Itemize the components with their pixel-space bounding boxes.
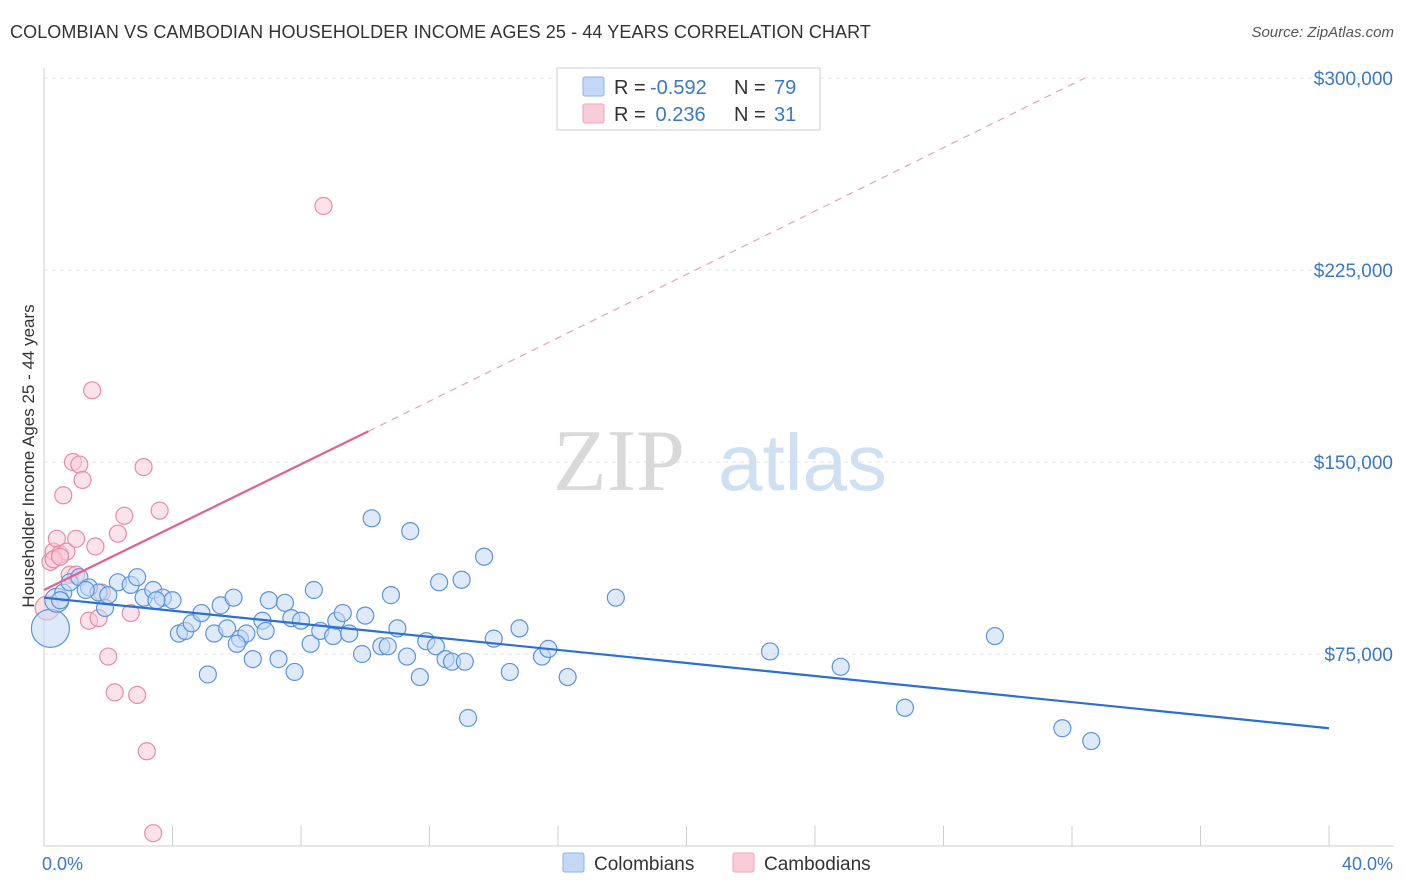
colombians-point-45 (378, 637, 397, 656)
y-tick-labels: $75,000 $150,000 $225,000 $300,000 (1314, 69, 1393, 666)
legend-n-value-0: 79 (774, 77, 796, 99)
legend-r-value-1: 0.236 (650, 104, 706, 126)
cambodians-point-20 (115, 506, 134, 525)
legend-swatch-colombians (582, 76, 605, 97)
legend-r-value-0: -0.592 (650, 77, 707, 99)
colombians-point-35 (301, 634, 320, 653)
colombians-point-50 (410, 667, 429, 687)
trend-line-cambodians (43, 430, 369, 591)
colombians-point-65 (558, 667, 577, 687)
cambodians-point-26 (150, 501, 169, 520)
cambodians-point-11 (73, 470, 92, 490)
grid-lines (44, 77, 1394, 655)
colombians-point-33 (285, 662, 304, 682)
x-tick-marks (172, 826, 1330, 846)
legend-top: R = -0.592 N = 79 R = 0.236 N = 31 (556, 67, 821, 131)
y-axis-label: Householder Income Ages 25 - 44 years (19, 304, 38, 607)
colombians-point-34 (291, 611, 311, 630)
colombians-point-40 (333, 603, 352, 623)
legend-swatch-cambodians (582, 103, 605, 124)
legend-bottom: Colombians Cambodians (562, 852, 871, 875)
cambodians-point-9 (67, 529, 86, 548)
colombians-point-74 (76, 580, 95, 600)
colombians-point-62 (510, 619, 529, 638)
colombians-point-10 (128, 568, 147, 587)
colombians-point-26 (243, 650, 262, 669)
colombians-point-76 (147, 591, 166, 610)
colombians-point-42 (356, 606, 375, 625)
colombians-point-56 (452, 570, 471, 589)
source-label: Source: ZipAtlas.com (1251, 24, 1394, 41)
series-colombians (30, 509, 1101, 751)
cambodians-point-21 (121, 603, 140, 623)
colombians-point-58 (458, 708, 478, 728)
legend-n-label-1: N = (734, 104, 766, 126)
legend-n-label-0: N = (734, 77, 766, 99)
colombians-point-0 (30, 608, 71, 649)
cambodians-point-23 (134, 458, 153, 477)
cambodians-point-29 (50, 547, 70, 566)
trend-lines (43, 77, 1330, 730)
colombians-point-43 (362, 509, 381, 528)
colombians-point-59 (475, 547, 494, 566)
cambodians-point-22 (128, 685, 147, 705)
colombians-point-69 (895, 698, 915, 717)
colombians-point-78 (227, 634, 246, 653)
legend-bottom-label-cambodians: Cambodians (764, 854, 871, 875)
colombians-point-72 (1082, 731, 1101, 751)
series-cambodians (34, 196, 333, 843)
cambodians-point-13 (83, 381, 102, 400)
watermark-atlas: atlas (718, 418, 887, 507)
y-tick-label-2: $225,000 (1314, 261, 1393, 282)
cambodians-point-17 (99, 647, 118, 666)
colombians-point-53 (430, 573, 449, 592)
cambodians-point-19 (108, 524, 127, 543)
colombians-point-71 (1053, 719, 1072, 738)
y-tick-label-0: $75,000 (1324, 645, 1393, 666)
colombians-point-75 (99, 586, 118, 605)
trend-line-cambodians-extension (368, 77, 1086, 432)
cambodians-point-25 (144, 824, 163, 843)
cambodians-point-14 (86, 537, 105, 556)
watermark-zip: ZIP (553, 413, 685, 510)
legend-bottom-swatch-cambodians (732, 852, 755, 873)
colombians-point-49 (401, 522, 420, 541)
colombians-point-68 (831, 657, 850, 676)
legend-bottom-label-colombians: Colombians (594, 854, 694, 875)
cambodians-point-24 (137, 742, 156, 761)
page-title: COLOMBIAN VS CAMBODIAN HOUSEHOLDER INCOM… (10, 22, 871, 42)
cambodians-point-10 (70, 455, 89, 474)
colombians-point-30 (269, 650, 288, 669)
colombians-point-28 (256, 621, 275, 641)
colombians-point-31 (275, 593, 295, 612)
x-tick-label-min: 0.0% (42, 854, 83, 874)
y-tick-label-1: $150,000 (1314, 453, 1393, 474)
colombians-point-57 (455, 652, 474, 671)
colombians-point-48 (397, 647, 417, 666)
colombians-point-61 (500, 662, 519, 682)
legend-n-value-1: 31 (774, 104, 796, 126)
cambodians-point-27 (314, 196, 333, 216)
colombians-point-23 (224, 588, 243, 607)
colombians-point-29 (259, 591, 278, 610)
colombians-point-46 (381, 586, 401, 605)
y-tick-label-3: $300,000 (1314, 69, 1393, 90)
legend-r-label-0: R = (614, 77, 646, 99)
legend-r-label-1: R = (614, 104, 646, 126)
colombians-point-67 (760, 642, 780, 661)
cambodians-point-5 (54, 486, 73, 505)
x-tick-label-max: 40.0% (1342, 854, 1393, 874)
cambodians-point-18 (105, 683, 124, 702)
colombians-point-41 (352, 644, 372, 664)
colombians-point-36 (304, 580, 323, 600)
legend-bottom-swatch-colombians (562, 852, 585, 873)
colombians-point-70 (985, 626, 1005, 646)
colombians-point-38 (324, 626, 343, 646)
colombians-point-22 (218, 619, 237, 638)
trend-line-colombians (43, 596, 1330, 730)
colombians-point-66 (606, 588, 625, 607)
colombians-point-14 (163, 591, 182, 610)
colombians-point-19 (198, 665, 217, 684)
